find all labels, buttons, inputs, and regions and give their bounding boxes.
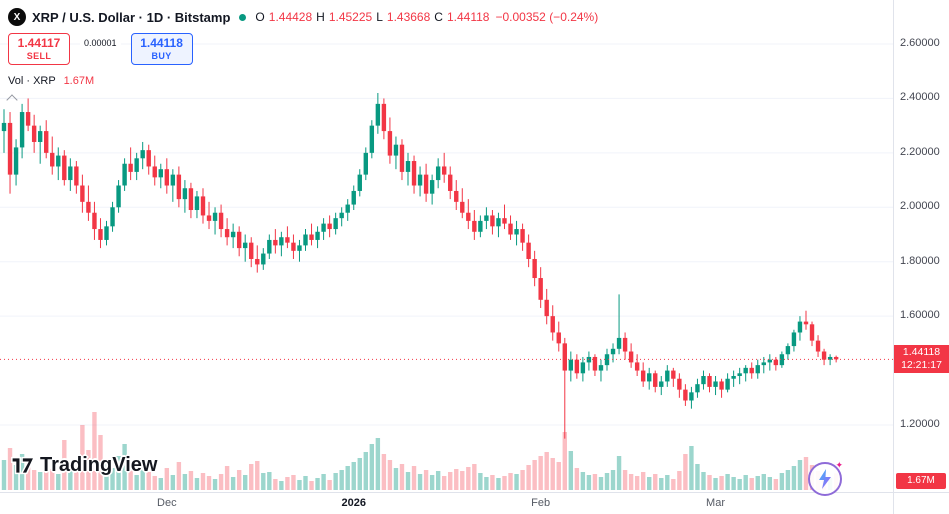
- close-label: C: [434, 10, 443, 24]
- volume-legend: Vol · XRP 1.67M: [8, 75, 94, 87]
- current-price-badge: 1.44118 12:21:17: [894, 345, 949, 374]
- price-tick-label: 2.20000: [900, 145, 940, 158]
- candle-series: [1, 92, 839, 439]
- market-status-icon: [239, 13, 247, 21]
- symbol-title[interactable]: XRP / U.S. Dollar · 1D · Bitstamp: [32, 9, 231, 25]
- buy-label: BUY: [151, 51, 172, 61]
- trade-panel: 1.44117 SELL 0.00001 1.44118 BUY: [8, 33, 193, 66]
- price-tick-label: 1.80000: [900, 254, 940, 267]
- high-value: 1.45225: [328, 10, 373, 24]
- axis-corner: [893, 492, 949, 514]
- price-tick-label: 2.00000: [900, 200, 940, 213]
- sell-button[interactable]: 1.44117 SELL: [8, 33, 70, 66]
- spread-value: 0.00001: [80, 37, 121, 49]
- lightning-icon: [819, 469, 831, 489]
- price-tick-label: 1.60000: [900, 309, 940, 322]
- sparkle-icon: ✦: [835, 460, 843, 470]
- current-price-value: 1.44118: [902, 346, 941, 359]
- xrp-logo-icon: X: [8, 8, 26, 26]
- open-value: 1.44428: [268, 10, 313, 24]
- volume-legend-label: Vol · XRP: [8, 75, 56, 87]
- sell-label: SELL: [26, 51, 52, 61]
- time-axis[interactable]: Dec 2026 Feb Mar: [0, 492, 893, 514]
- volume-series: [1, 412, 839, 490]
- sell-price: 1.44117: [17, 36, 61, 50]
- time-tick-label: Dec: [157, 497, 177, 509]
- bar-countdown: 12:21:17: [901, 359, 942, 372]
- time-tick-label: Mar: [706, 497, 726, 509]
- low-label: L: [376, 10, 383, 24]
- symbol-legend: X XRP / U.S. Dollar · 1D · Bitstamp O 1.4…: [8, 8, 598, 26]
- time-tick-label: 2026: [341, 497, 366, 509]
- ohlc-readout: O 1.44428 H 1.45225 L 1.43668 C 1.44118 −0.0…: [255, 10, 598, 24]
- price-tick-label: 2.40000: [900, 91, 940, 104]
- tradingview-wordmark: TradingView: [40, 453, 158, 476]
- high-label: H: [316, 10, 325, 24]
- candlestick-chart[interactable]: [0, 0, 893, 492]
- buy-price: 1.44118: [140, 36, 183, 50]
- quick-trade-button[interactable]: ✦: [808, 460, 843, 496]
- volume-legend-value: 1.67M: [63, 75, 95, 87]
- close-value: 1.44118: [446, 10, 490, 24]
- price-tick-label: 1.20000: [900, 417, 940, 430]
- open-label: O: [255, 10, 265, 24]
- price-tick-label: 2.60000: [900, 37, 940, 49]
- low-value: 1.43668: [386, 10, 431, 24]
- current-volume-badge: 1.67M: [896, 473, 946, 489]
- buy-button[interactable]: 1.44118 BUY: [130, 33, 193, 66]
- tradingview-logo-icon: [11, 456, 36, 475]
- tradingview-watermark[interactable]: TradingView: [10, 452, 157, 478]
- price-axis[interactable]: 1.44118 12:21:17 1.67M 2.60000 2.40000 2.2…: [893, 0, 949, 492]
- time-tick-label: Feb: [531, 497, 551, 509]
- change-value: −0.00352 (−0.24%): [495, 10, 599, 24]
